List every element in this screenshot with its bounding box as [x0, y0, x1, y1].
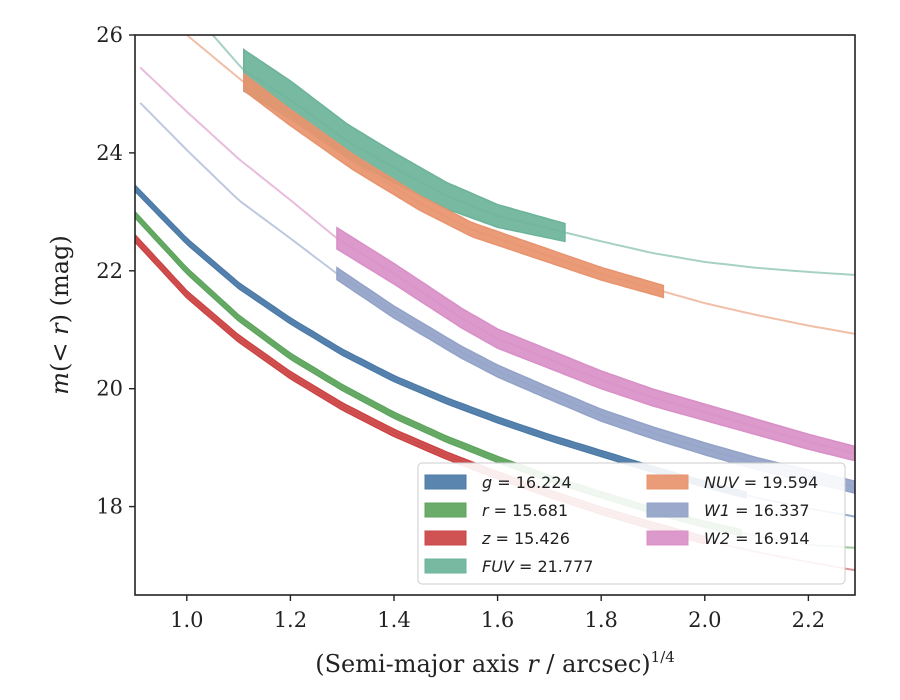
x-axis-label: (Semi-major axis r / arcsec)1/4 [315, 648, 675, 678]
legend-label: r = 15.681 [482, 501, 568, 520]
y-tick-label: 26 [96, 23, 123, 47]
series-fuv [213, 35, 855, 275]
legend-swatch [647, 531, 688, 545]
legend-item-fuv: FUV = 21.777 [425, 557, 593, 576]
x-tick-label: 1.6 [481, 608, 514, 632]
legend-label: NUV = 19.594 [704, 473, 818, 492]
legend-label: W2 = 16.914 [704, 529, 810, 548]
legend-swatch [425, 559, 466, 573]
y-axis: 18 20 22 24 26 [96, 23, 135, 519]
legend-swatch [425, 475, 466, 489]
series-w2-extrapolation [140, 67, 855, 453]
x-tick-label: 1.2 [274, 608, 307, 632]
legend-item-nuv: NUV = 19.594 [647, 473, 818, 492]
x-tick-label: 1.4 [377, 608, 410, 632]
x-tick-label: 2.0 [688, 608, 721, 632]
legend-item-z: z = 15.426 [425, 529, 570, 548]
y-tick-label: 18 [96, 495, 123, 519]
series-w2 [140, 67, 855, 460]
y-tick-label: 22 [96, 259, 123, 283]
x-axis: 1.0 1.2 1.4 1.6 1.8 2.0 2.2 [170, 595, 825, 632]
x-tick-label: 2.2 [792, 608, 825, 632]
legend-label: W1 = 16.337 [704, 501, 810, 520]
chart: 1.0 1.2 1.4 1.6 1.8 2.0 2.2 18 20 22 24 26 (Semi-m… [0, 0, 900, 700]
y-tick-label: 24 [96, 141, 123, 165]
y-axis-label: m(< r) (mag) [46, 235, 74, 395]
x-tick-label: 1.8 [584, 608, 617, 632]
y-tick-label: 20 [96, 377, 123, 401]
legend-label: g = 16.224 [482, 473, 572, 492]
legend-item-r: r = 15.681 [425, 501, 568, 520]
series-fuv-extrapolation [213, 35, 855, 275]
legend-item-g: g = 16.224 [425, 473, 572, 492]
legend: g = 16.224 r = 15.681 z = 15.426 FUV = 21.7… [418, 463, 845, 584]
series-fuv-band [244, 50, 565, 242]
legend-swatch [425, 503, 466, 517]
legend-item-w2: W2 = 16.914 [647, 529, 810, 548]
legend-label: z = 15.426 [481, 529, 570, 548]
legend-swatch [425, 531, 466, 545]
legend-item-w1: W1 = 16.337 [647, 501, 810, 520]
legend-label: FUV = 21.777 [482, 557, 593, 576]
x-tick-label: 1.0 [170, 608, 203, 632]
legend-swatch [647, 475, 688, 489]
legend-swatch [647, 503, 688, 517]
series-w1 [140, 103, 855, 493]
